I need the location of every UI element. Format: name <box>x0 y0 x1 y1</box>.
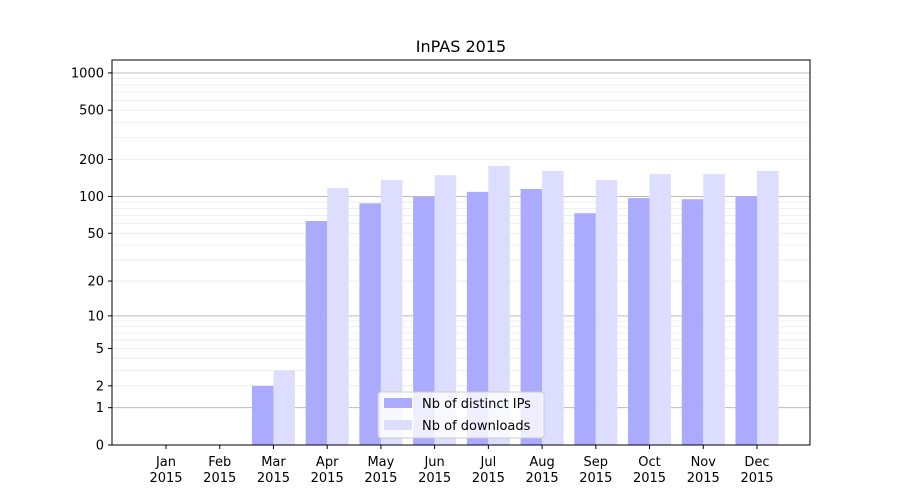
y-tick-label: 200 <box>79 153 104 168</box>
bar-ips <box>681 199 704 445</box>
legend-swatch-downloads <box>384 420 412 430</box>
bar-ips <box>359 203 381 445</box>
y-tick-label: 1 <box>96 401 104 416</box>
chart-title: InPAS 2015 <box>416 37 506 56</box>
bar-downloads <box>380 180 403 446</box>
y-tick-label: 10 <box>87 309 104 324</box>
x-tick-label: Feb 2015 <box>203 455 236 486</box>
y-tick-label: 500 <box>79 104 104 119</box>
x-tick-label: May 2015 <box>364 455 397 486</box>
x-tick-label: Jun 2015 <box>418 455 451 486</box>
y-tick-label: 5 <box>96 342 104 357</box>
x-tick-label: Oct 2015 <box>633 455 666 486</box>
x-tick-label: Apr 2015 <box>311 455 344 486</box>
bar-downloads <box>488 165 510 445</box>
y-tick-label: 50 <box>87 227 104 242</box>
x-tick-label: Aug 2015 <box>526 455 559 486</box>
bar-downloads <box>703 174 725 445</box>
bar-ips <box>735 196 757 445</box>
legend-label-downloads: Nb of downloads <box>422 419 531 434</box>
bar-downloads <box>273 370 295 445</box>
bar-ips <box>305 221 328 445</box>
bar-downloads <box>542 171 564 445</box>
bar-ips <box>520 189 543 445</box>
x-tick-label: Jan 2015 <box>149 455 182 486</box>
legend-swatch-ips <box>384 398 412 408</box>
bar-downloads <box>595 180 618 446</box>
bar-ips <box>413 197 435 445</box>
x-tick-label: Nov 2015 <box>687 455 720 486</box>
bar-ips <box>574 213 596 445</box>
y-tick-label: 0 <box>96 439 104 454</box>
bar-downloads <box>434 175 457 446</box>
bar-ips <box>466 191 489 445</box>
legend-label-ips: Nb of distinct IPs <box>422 397 531 412</box>
x-tick-label: Sep 2015 <box>579 455 612 486</box>
x-tick-label: Jul 2015 <box>472 455 505 486</box>
bar-ips <box>628 198 650 445</box>
x-tick-label: Dec 2015 <box>740 455 773 486</box>
bar-downloads <box>649 174 672 445</box>
y-tick-label: 1000 <box>71 66 104 81</box>
plot-frame <box>111 59 811 446</box>
bar-ips <box>251 385 274 445</box>
y-tick-label: 2 <box>96 379 104 394</box>
y-tick-label: 100 <box>79 190 104 205</box>
x-tick-label: Mar 2015 <box>257 455 290 486</box>
y-tick-label: 20 <box>87 275 104 290</box>
bar-downloads <box>757 171 779 445</box>
legend: Nb of distinct IPs Nb of downloads <box>377 391 545 439</box>
bar-downloads <box>327 188 349 446</box>
